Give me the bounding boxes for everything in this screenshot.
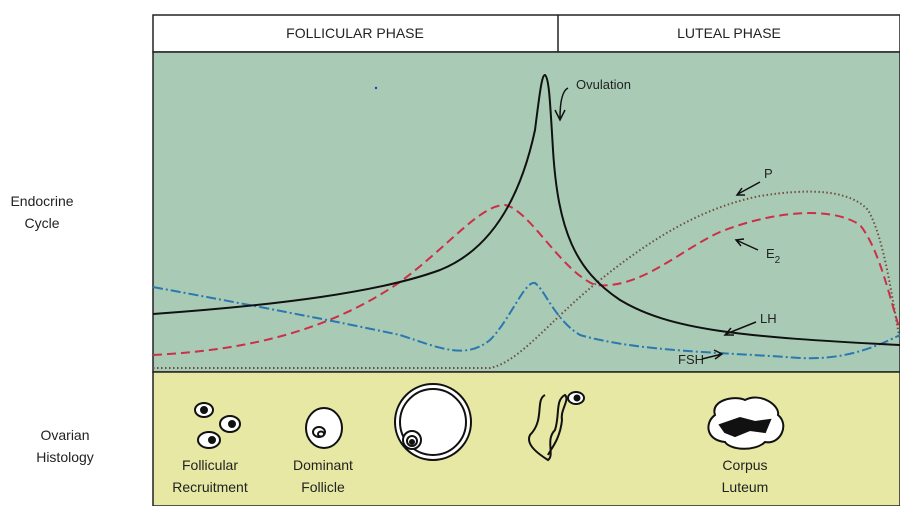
cycle-diagram: FOLLICULAR PHASE LUTEAL PHASE Endocrine …	[0, 0, 900, 506]
histology-label: Dominant	[293, 457, 353, 473]
dot	[375, 87, 377, 89]
e2-main: E	[766, 246, 775, 261]
endocrine-panel	[153, 52, 900, 372]
histology-label: Corpus	[722, 457, 767, 473]
histology-label: Follicle	[301, 479, 345, 495]
row-label: Ovarian	[40, 427, 89, 443]
e2-sub: 2	[775, 255, 781, 266]
phase-header	[153, 15, 900, 52]
phase-label: LUTEAL PHASE	[677, 25, 781, 41]
histology-label: Luteum	[722, 479, 769, 495]
histology-panel	[153, 372, 900, 506]
lh-label: LH	[760, 311, 777, 326]
row-label: Endocrine	[10, 193, 73, 209]
p-label: P	[764, 166, 773, 181]
fsh-label: FSH	[678, 352, 704, 367]
histology-label: Follicular	[182, 457, 238, 473]
phase-label: FOLLICULAR PHASE	[286, 25, 424, 41]
row-label: Histology	[36, 449, 94, 465]
ovulation-label: Ovulation	[576, 77, 631, 92]
histology-label: Recruitment	[172, 479, 248, 495]
row-label: Cycle	[24, 215, 59, 231]
